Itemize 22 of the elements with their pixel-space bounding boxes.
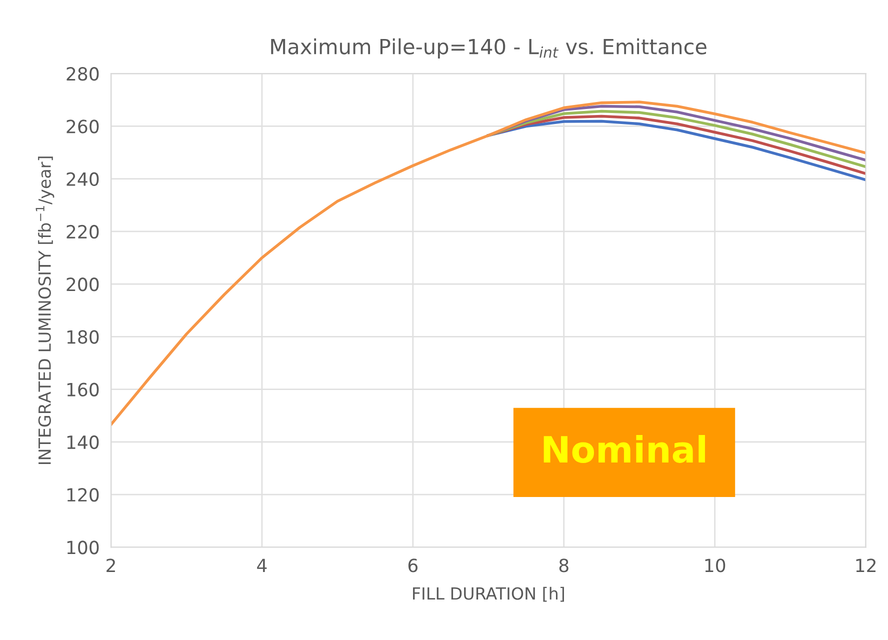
y-tick-label: 100 [67, 540, 99, 554]
y-tick-label: 220 [66, 224, 99, 239]
y-tick-label: 120 [67, 488, 99, 502]
line-series [111, 100, 866, 426]
y-tick-label: 140 [67, 435, 99, 450]
y-tick-label: 240 [66, 172, 99, 186]
x-tick-label: 8 [559, 558, 568, 572]
y-tick-label: 180 [67, 330, 99, 344]
y-tick-label: 200 [66, 278, 99, 292]
x-axis-title: FILL DURATION [h] [413, 586, 564, 602]
line-series [487, 110, 866, 168]
y-axis-title: INTEGRATED LUMINOSITY [fb$^{−1}$/year] [36, 156, 54, 464]
x-tick-label: 2 [106, 558, 115, 572]
chart-title: Maximum Pile-up=140 - L$_{int}$ vs. Emittance [271, 38, 706, 58]
annotation: Nominal [544, 435, 705, 463]
x-tick-label: 6 [408, 558, 418, 572]
x-tick-label: 10 [705, 558, 726, 572]
y-tick-label: 280 [66, 67, 99, 81]
y-tick-label: 160 [67, 382, 99, 396]
x-tick-label: 4 [257, 558, 267, 572]
x-tick-label: 12 [856, 558, 876, 572]
y-tick-label: 260 [66, 120, 99, 134]
